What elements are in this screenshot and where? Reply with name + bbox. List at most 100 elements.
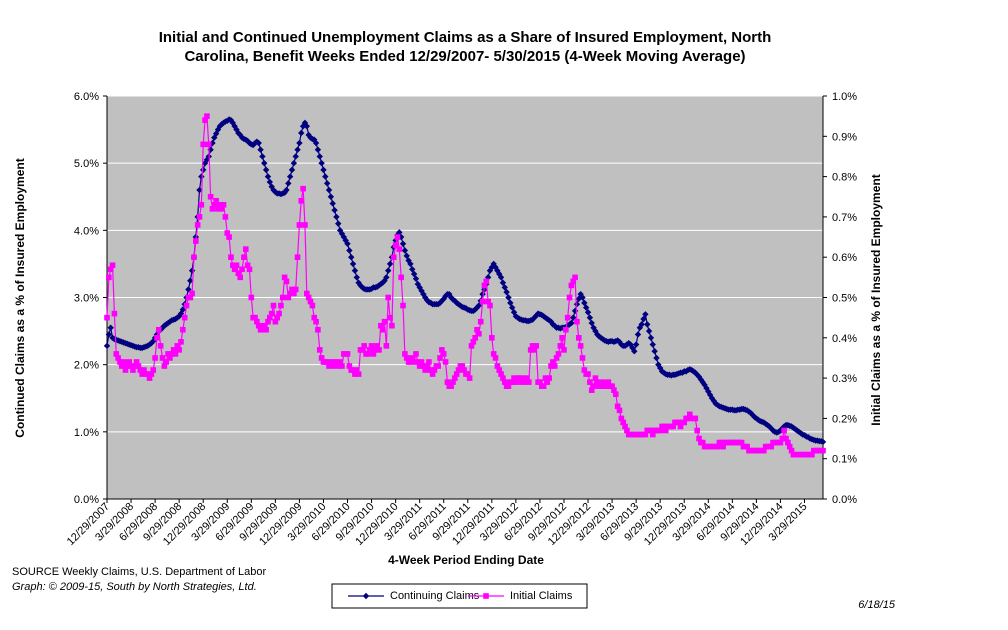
data-point — [222, 214, 229, 220]
data-point — [383, 274, 390, 281]
data-point — [248, 294, 255, 301]
data-point — [442, 359, 449, 365]
data-point — [570, 278, 577, 285]
data-point — [307, 298, 314, 305]
y-tick-label: 0.0% — [74, 494, 99, 506]
data-point — [327, 193, 335, 200]
data-point — [616, 407, 623, 414]
data-point — [204, 113, 210, 119]
data-point — [226, 234, 232, 240]
data-point — [642, 311, 649, 318]
data-point — [283, 186, 290, 194]
y2-tick-label: 1.0% — [832, 91, 857, 103]
data-point — [620, 419, 626, 426]
data-point — [117, 359, 123, 365]
date-note: 6/18/15 — [858, 599, 896, 611]
data-point — [531, 314, 538, 321]
data-point — [119, 363, 125, 369]
data-point — [209, 139, 216, 147]
data-point — [670, 423, 676, 430]
data-point — [744, 443, 750, 450]
data-point — [196, 186, 203, 194]
data-point — [557, 343, 564, 349]
data-point — [657, 427, 663, 434]
data-point — [154, 335, 160, 341]
data-point — [351, 267, 359, 274]
data-point — [809, 451, 815, 458]
data-point — [779, 435, 786, 442]
data-point — [636, 324, 644, 331]
data-point — [298, 197, 305, 204]
data-point — [237, 274, 244, 281]
data-point — [648, 427, 654, 434]
data-point — [189, 290, 195, 297]
data-point — [390, 254, 397, 260]
data-point — [468, 343, 475, 349]
data-point — [294, 146, 301, 153]
data-point — [718, 439, 725, 446]
data-point — [137, 367, 144, 373]
data-point — [701, 381, 708, 389]
data-point — [266, 178, 274, 186]
data-point — [681, 419, 688, 426]
data-point — [600, 379, 606, 385]
data-point — [505, 383, 512, 389]
data-point — [124, 363, 131, 369]
data-point — [378, 322, 384, 329]
data-point — [291, 290, 297, 297]
data-point — [520, 375, 527, 381]
data-point — [257, 146, 264, 153]
data-point — [505, 294, 512, 301]
data-point — [766, 423, 773, 430]
data-point — [198, 202, 205, 208]
data-point — [575, 335, 582, 341]
data-point — [159, 355, 166, 361]
data-point — [409, 355, 416, 361]
data-point — [314, 146, 322, 153]
data-point — [335, 220, 342, 227]
data-point — [180, 326, 186, 333]
data-point — [296, 222, 303, 228]
data-point — [335, 363, 342, 369]
data-point — [135, 363, 142, 369]
y2-tick-label: 0.9% — [832, 131, 857, 143]
data-point — [252, 314, 258, 321]
data-point — [272, 318, 279, 325]
data-point — [611, 387, 617, 393]
data-point — [459, 363, 466, 369]
data-point — [645, 327, 653, 335]
data-point — [692, 415, 699, 422]
data-point — [531, 347, 538, 353]
data-point — [213, 197, 219, 204]
data-point — [104, 314, 110, 321]
data-point — [592, 375, 599, 381]
legend-marker — [362, 592, 370, 600]
data-point — [352, 371, 358, 377]
data-point — [649, 431, 656, 438]
data-point — [572, 274, 578, 281]
data-point — [144, 371, 151, 377]
data-point — [106, 274, 112, 281]
data-point — [738, 439, 745, 446]
data-point — [699, 439, 706, 446]
data-point — [217, 202, 223, 208]
legend-marker — [483, 593, 489, 599]
data-point — [264, 173, 272, 180]
data-point — [111, 310, 118, 317]
data-point — [703, 384, 710, 392]
data-point — [508, 304, 516, 311]
data-point — [498, 371, 504, 377]
data-point — [244, 262, 251, 269]
data-point — [178, 339, 184, 345]
data-point — [344, 240, 351, 247]
data-point — [285, 180, 292, 187]
data-point — [339, 363, 345, 369]
data-point — [706, 391, 714, 399]
data-point — [355, 371, 362, 377]
data-point — [315, 326, 321, 333]
data-point — [439, 347, 445, 353]
data-point — [163, 359, 170, 365]
data-point — [582, 304, 590, 311]
data-point — [551, 322, 558, 329]
data-point — [540, 383, 547, 389]
